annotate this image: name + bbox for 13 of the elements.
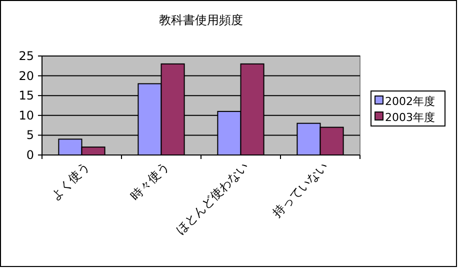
x-tick-label: よく使う: [48, 159, 92, 204]
y-tick-label: 25: [18, 49, 34, 63]
legend-label: 2003年度: [385, 111, 435, 124]
y-tick-label: 20: [18, 68, 34, 83]
y-tick-label: 15: [18, 88, 34, 103]
x-tick-label: ほとんど使わない: [173, 159, 251, 238]
x-tick-label: 時々使う: [128, 159, 172, 204]
y-tick-label: 5: [26, 128, 34, 142]
chart-title: 教科書使用頻度: [159, 13, 243, 27]
y-tick-label: 0: [26, 148, 34, 162]
y-tick-label: 10: [18, 108, 34, 122]
legend-label: 2002年度: [385, 95, 435, 108]
x-tick-label: 持っていない: [270, 159, 330, 220]
